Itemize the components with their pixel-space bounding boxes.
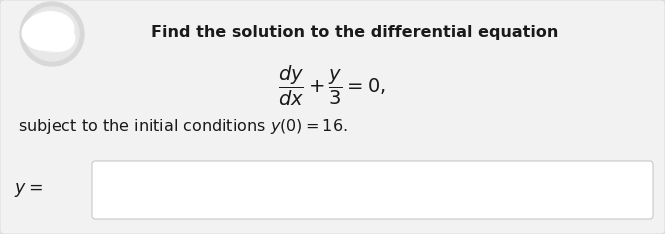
Text: $y =$: $y =$ bbox=[14, 181, 43, 199]
Circle shape bbox=[20, 2, 84, 66]
Text: Find the solution to the differential equation: Find the solution to the differential eq… bbox=[152, 25, 559, 40]
Ellipse shape bbox=[22, 12, 74, 50]
Text: $\dfrac{dy}{dx} + \dfrac{y}{3} = 0,$: $\dfrac{dy}{dx} + \dfrac{y}{3} = 0,$ bbox=[278, 64, 386, 108]
Circle shape bbox=[34, 16, 70, 52]
Text: subject to the initial conditions $y(0) = 16.$: subject to the initial conditions $y(0) … bbox=[18, 117, 348, 136]
Circle shape bbox=[25, 7, 79, 61]
Ellipse shape bbox=[35, 21, 74, 51]
FancyBboxPatch shape bbox=[92, 161, 653, 219]
